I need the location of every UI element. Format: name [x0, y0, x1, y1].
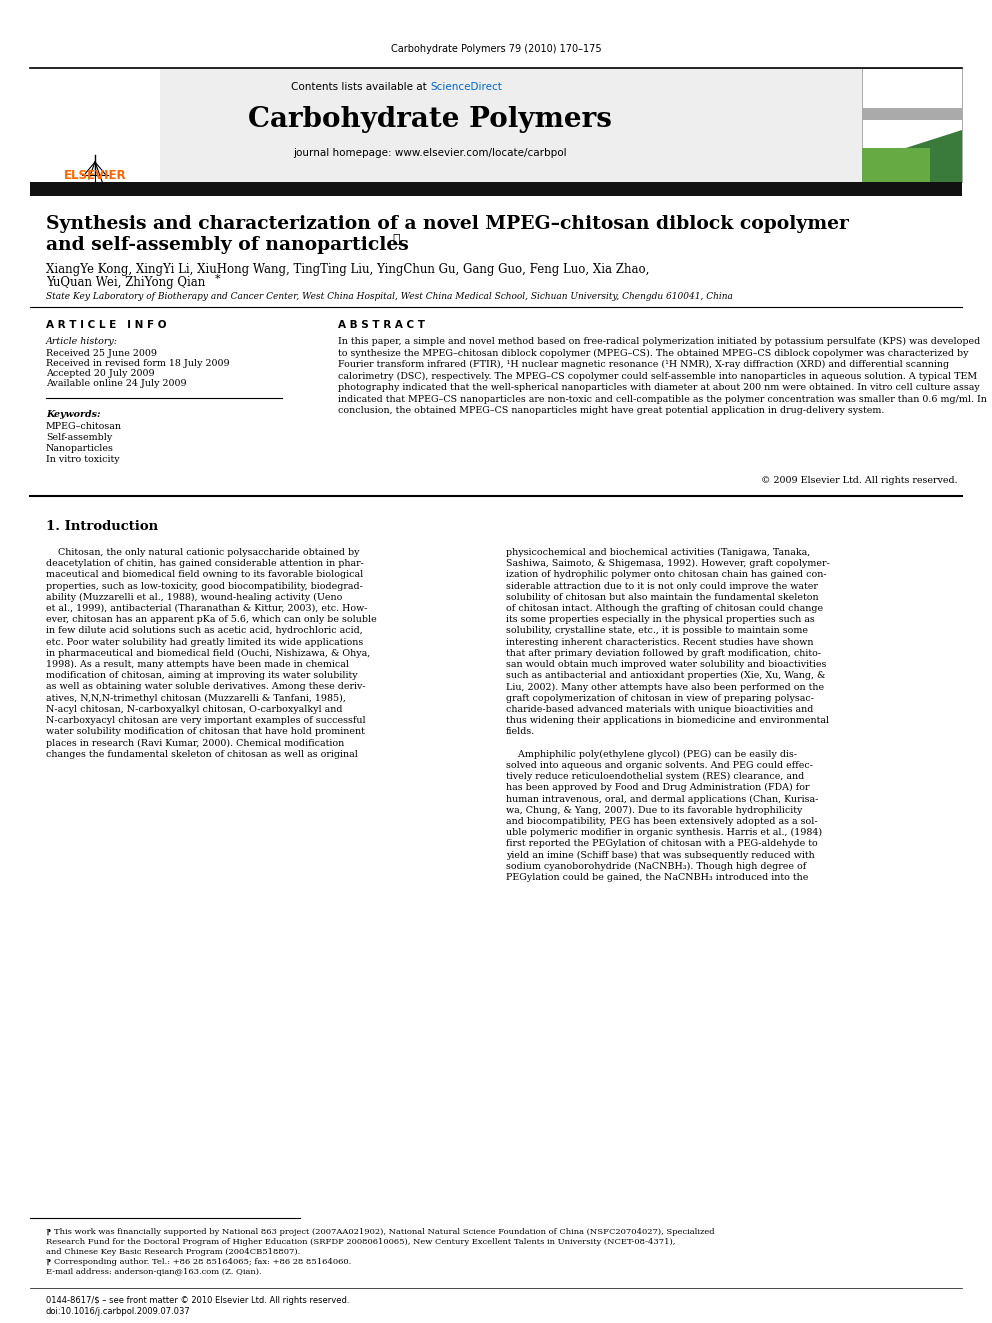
Text: has been approved by Food and Drug Administration (FDA) for: has been approved by Food and Drug Admin…	[506, 783, 809, 792]
Text: maceutical and biomedical field owning to its favorable biological: maceutical and biomedical field owning t…	[46, 570, 363, 579]
Text: © 2009 Elsevier Ltd. All rights reserved.: © 2009 Elsevier Ltd. All rights reserved…	[762, 476, 958, 486]
Text: A R T I C L E   I N F O: A R T I C L E I N F O	[46, 320, 167, 329]
Text: in few dilute acid solutions such as acetic acid, hydrochloric acid,: in few dilute acid solutions such as ace…	[46, 626, 363, 635]
Text: properties, such as low-toxicity, good biocompatibility, biodegrad-: properties, such as low-toxicity, good b…	[46, 582, 363, 590]
Text: Keywords:: Keywords:	[46, 410, 100, 419]
Text: Article history:: Article history:	[46, 337, 118, 347]
Text: fields.: fields.	[506, 728, 536, 736]
Text: interesting inherent characteristics. Recent studies have shown: interesting inherent characteristics. Re…	[506, 638, 813, 647]
Text: ScienceDirect: ScienceDirect	[430, 82, 502, 93]
Text: doi:10.1016/j.carbpol.2009.07.037: doi:10.1016/j.carbpol.2009.07.037	[46, 1307, 190, 1316]
Text: N-acyl chitosan, N-carboxyalkyl chitosan, O-carboxyalkyl and: N-acyl chitosan, N-carboxyalkyl chitosan…	[46, 705, 342, 714]
Text: N-carboxyacyl chitosan are very important examples of successful: N-carboxyacyl chitosan are very importan…	[46, 716, 366, 725]
Text: ability (Muzzarelli et al., 1988), wound-healing activity (Ueno: ability (Muzzarelli et al., 1988), wound…	[46, 593, 342, 602]
Text: yield an imine (Schiff base) that was subsequently reduced with: yield an imine (Schiff base) that was su…	[506, 851, 814, 860]
Text: Chitosan, the only natural cationic polysaccharide obtained by: Chitosan, the only natural cationic poly…	[46, 548, 359, 557]
Text: A B S T R A C T: A B S T R A C T	[338, 320, 425, 329]
Text: YuQuan Wei, ZhiYong Qian: YuQuan Wei, ZhiYong Qian	[46, 277, 209, 288]
Text: sodium cyanoborohydride (NaCNBH₃). Though high degree of: sodium cyanoborohydride (NaCNBH₃). Thoug…	[506, 861, 806, 871]
Text: wa, Chung, & Yang, 2007). Due to its favorable hydrophilicity: wa, Chung, & Yang, 2007). Due to its fav…	[506, 806, 803, 815]
Text: Accepted 20 July 2009: Accepted 20 July 2009	[46, 369, 155, 378]
Text: In vitro toxicity: In vitro toxicity	[46, 455, 120, 464]
Text: ELSEVIER: ELSEVIER	[63, 169, 126, 183]
Text: solubility, crystalline state, etc., it is possible to maintain some: solubility, crystalline state, etc., it …	[506, 626, 808, 635]
Text: PEGylation could be gained, the NaCNBH₃ introduced into the: PEGylation could be gained, the NaCNBH₃ …	[506, 873, 808, 882]
Text: changes the fundamental skeleton of chitosan as well as original: changes the fundamental skeleton of chit…	[46, 750, 358, 758]
Text: Nanoparticles: Nanoparticles	[46, 445, 114, 452]
Text: as well as obtaining water soluble derivatives. Among these deriv-: as well as obtaining water soluble deriv…	[46, 683, 366, 692]
Text: san would obtain much improved water solubility and bioactivities: san would obtain much improved water sol…	[506, 660, 826, 669]
Text: first reported the PEGylation of chitosan with a PEG-aldehyde to: first reported the PEGylation of chitosa…	[506, 839, 817, 848]
Text: et al., 1999), antibacterial (Tharanathan & Kittur, 2003), etc. How-: et al., 1999), antibacterial (Tharanatha…	[46, 605, 367, 613]
Text: Self-assembly: Self-assembly	[46, 433, 112, 442]
Text: modification of chitosan, aiming at improving its water solubility: modification of chitosan, aiming at impr…	[46, 671, 358, 680]
Polygon shape	[862, 148, 930, 183]
Text: thus widening their applications in biomedicine and environmental: thus widening their applications in biom…	[506, 716, 829, 725]
Text: siderable attraction due to it is not only could improve the water: siderable attraction due to it is not on…	[506, 582, 817, 590]
Text: Carbohydrate
Polymers: Carbohydrate Polymers	[882, 82, 941, 102]
Text: E-mail address: anderson-qian@163.com (Z. Qian).: E-mail address: anderson-qian@163.com (Z…	[46, 1267, 262, 1275]
Text: MPEG–chitosan: MPEG–chitosan	[46, 422, 122, 431]
Text: graft copolymerization of chitosan in view of preparing polysac-: graft copolymerization of chitosan in vi…	[506, 693, 814, 703]
Polygon shape	[862, 130, 962, 183]
Text: Available online 24 July 2009: Available online 24 July 2009	[46, 378, 186, 388]
Text: Liu, 2002). Many other attempts have also been performed on the: Liu, 2002). Many other attempts have als…	[506, 683, 824, 692]
Text: charide-based advanced materials with unique bioactivities and: charide-based advanced materials with un…	[506, 705, 813, 714]
Text: ⁋ Corresponding author. Tel.: +86 28 85164065; fax: +86 28 85164060.: ⁋ Corresponding author. Tel.: +86 28 851…	[46, 1258, 351, 1266]
Text: atives, N,N,N-trimethyl chitosan (Muzzarelli & Tanfani, 1985),: atives, N,N,N-trimethyl chitosan (Muzzar…	[46, 693, 346, 703]
Text: its some properties especially in the physical properties such as: its some properties especially in the ph…	[506, 615, 814, 624]
Text: and biocompatibility, PEG has been extensively adopted as a sol-: and biocompatibility, PEG has been exten…	[506, 816, 817, 826]
Text: uble polymeric modifier in organic synthesis. Harris et al., (1984): uble polymeric modifier in organic synth…	[506, 828, 822, 837]
Bar	[30, 183, 962, 196]
Text: physicochemical and biochemical activities (Tanigawa, Tanaka,: physicochemical and biochemical activiti…	[506, 548, 810, 557]
Text: *: *	[215, 274, 220, 284]
Text: ever, chitosan has an apparent pKa of 5.6, which can only be soluble: ever, chitosan has an apparent pKa of 5.…	[46, 615, 377, 624]
Bar	[30, 67, 862, 183]
Text: ization of hydrophilic polymer onto chitosan chain has gained con-: ization of hydrophilic polymer onto chit…	[506, 570, 826, 579]
Text: solved into aqueous and organic solvents. And PEG could effec-: solved into aqueous and organic solvents…	[506, 761, 813, 770]
Text: Amphiphilic poly(ethylene glycol) (PEG) can be easily dis-: Amphiphilic poly(ethylene glycol) (PEG) …	[506, 750, 798, 758]
Text: XiangYe Kong, XingYi Li, XiuHong Wang, TingTing Liu, YingChun Gu, Gang Guo, Feng: XiangYe Kong, XingYi Li, XiuHong Wang, T…	[46, 263, 650, 277]
Polygon shape	[862, 108, 962, 120]
Text: Sashiwa, Saimoto, & Shigemasa, 1992). However, graft copolymer-: Sashiwa, Saimoto, & Shigemasa, 1992). Ho…	[506, 560, 829, 569]
Text: Synthesis and characterization of a novel MPEG–chitosan diblock copolymer: Synthesis and characterization of a nove…	[46, 216, 849, 233]
Text: State Key Laboratory of Biotherapy and Cancer Center, West China Hospital, West : State Key Laboratory of Biotherapy and C…	[46, 292, 733, 302]
Text: Contents lists available at: Contents lists available at	[291, 82, 430, 93]
Text: Carbohydrate Polymers 79 (2010) 170–175: Carbohydrate Polymers 79 (2010) 170–175	[391, 44, 601, 54]
Text: tively reduce reticuloendothelial system (RES) clearance, and: tively reduce reticuloendothelial system…	[506, 773, 805, 781]
Text: in pharmaceutical and biomedical field (Ouchi, Nishizawa, & Ohya,: in pharmaceutical and biomedical field (…	[46, 648, 370, 658]
Text: of chitosan intact. Although the grafting of chitosan could change: of chitosan intact. Although the graftin…	[506, 605, 823, 613]
Text: solubility of chitosan but also maintain the fundamental skeleton: solubility of chitosan but also maintain…	[506, 593, 818, 602]
Text: Carbohydrate Polymers: Carbohydrate Polymers	[248, 106, 612, 134]
Text: places in research (Ravi Kumar, 2000). Chemical modification: places in research (Ravi Kumar, 2000). C…	[46, 738, 344, 747]
Text: Research Fund for the Doctoral Program of Higher Education (SRFDP 20080610065), : Research Fund for the Doctoral Program o…	[46, 1238, 676, 1246]
Bar	[862, 67, 962, 183]
Text: human intravenous, oral, and dermal applications (Chan, Kurisa-: human intravenous, oral, and dermal appl…	[506, 794, 818, 803]
Text: 1998). As a result, many attempts have been made in chemical: 1998). As a result, many attempts have b…	[46, 660, 349, 669]
Text: In this paper, a simple and novel method based on free-radical polymerization in: In this paper, a simple and novel method…	[338, 337, 987, 415]
Text: water solubility modification of chitosan that have hold prominent: water solubility modification of chitosa…	[46, 728, 365, 736]
Text: ⁋ This work was financially supported by National 863 project (2007AA021902), Na: ⁋ This work was financially supported by…	[46, 1228, 714, 1236]
Text: such as antibacterial and antioxidant properties (Xie, Xu, Wang, &: such as antibacterial and antioxidant pr…	[506, 671, 825, 680]
Text: 0144-8617/$ – see front matter © 2010 Elsevier Ltd. All rights reserved.: 0144-8617/$ – see front matter © 2010 El…	[46, 1297, 349, 1304]
Text: Received 25 June 2009: Received 25 June 2009	[46, 349, 157, 359]
Text: that after primary deviation followed by graft modification, chito-: that after primary deviation followed by…	[506, 648, 821, 658]
Text: deacetylation of chitin, has gained considerable attention in phar-: deacetylation of chitin, has gained cons…	[46, 560, 364, 568]
Text: and Chinese Key Basic Research Program (2004CB518807).: and Chinese Key Basic Research Program (…	[46, 1248, 301, 1256]
Text: Received in revised form 18 July 2009: Received in revised form 18 July 2009	[46, 359, 229, 368]
Text: journal homepage: www.elsevier.com/locate/carbpol: journal homepage: www.elsevier.com/locat…	[294, 148, 566, 157]
Text: ⋆: ⋆	[392, 233, 400, 246]
Bar	[30, 67, 160, 183]
Text: etc. Poor water solubility had greatly limited its wide applications: etc. Poor water solubility had greatly l…	[46, 638, 363, 647]
Text: 1. Introduction: 1. Introduction	[46, 520, 158, 533]
Text: and self-assembly of nanoparticles: and self-assembly of nanoparticles	[46, 235, 416, 254]
